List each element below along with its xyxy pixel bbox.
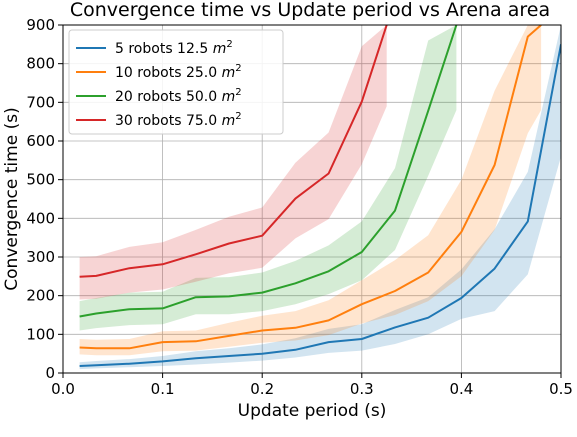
legend-label-4: 30 robots 75.0 m2	[115, 111, 242, 129]
y-tick-label-6: 600	[26, 132, 55, 150]
legend-box	[68, 29, 284, 135]
legend-label-3: 20 robots 50.0 m2	[115, 87, 242, 105]
x-tick-label-0: 0.0	[51, 380, 75, 398]
series-1-line	[79, 44, 561, 367]
legend: 5 robots 12.5 m2 10 robots 25.0 m2 20 robo…	[68, 29, 284, 135]
plot-frame	[62, 24, 562, 374]
legend-label-1: 5 robots 12.5 m2	[115, 39, 233, 57]
ticks: 0.0 0.1 0.2 0.3 0.4 0.5 0 100 200 300 400 500 600 700…	[26, 16, 573, 398]
y-tick-label-1: 100	[26, 325, 55, 343]
series-3-band	[79, 25, 457, 331]
x-tick-label-2: 0.2	[250, 380, 274, 398]
series-2-line	[79, 25, 542, 350]
x-tick-label-3: 0.3	[350, 380, 374, 398]
y-tick-label-2: 200	[26, 287, 55, 305]
legend-label-2: 10 robots 25.0 m2	[115, 63, 242, 81]
y-tick-label-9: 900	[26, 16, 55, 34]
y-tick-label-5: 500	[26, 171, 55, 189]
y-axis-label: Convergence time (s)	[2, 107, 22, 290]
y-tick-label-0: 0	[45, 364, 55, 382]
x-tick-label-1: 0.1	[151, 380, 175, 398]
series-lines	[79, 25, 561, 367]
y-tick-label-4: 400	[26, 209, 55, 227]
x-tick-label-5: 0.5	[549, 380, 573, 398]
y-tick-label-3: 300	[26, 248, 55, 266]
x-tick-label-4: 0.4	[449, 380, 473, 398]
series-4-line	[79, 25, 388, 278]
x-axis-label: Update period (s)	[238, 401, 387, 421]
series-2-band	[79, 25, 542, 356]
y-tick-label-8: 800	[26, 55, 55, 73]
series-3-line	[79, 25, 458, 318]
chart-title: Convergence time vs Update period vs Are…	[70, 0, 550, 21]
y-tick-label-7: 700	[26, 93, 55, 111]
